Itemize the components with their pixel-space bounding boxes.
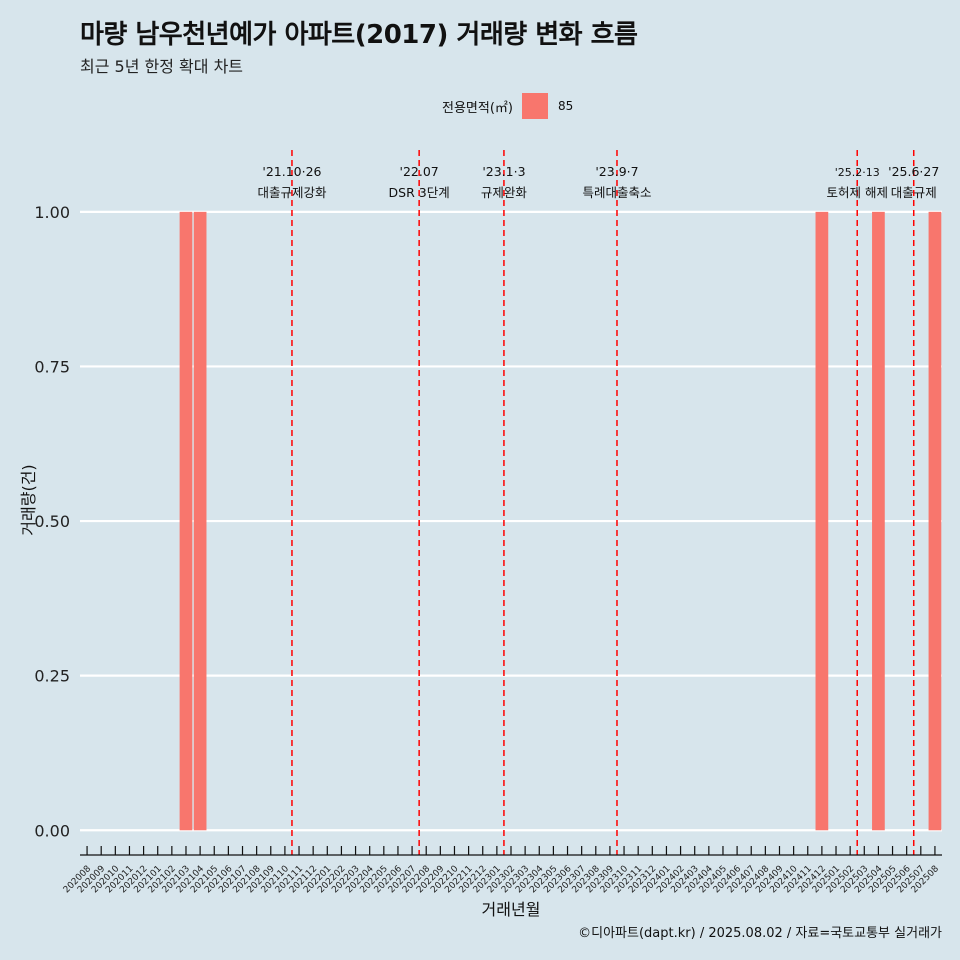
y-tick-label: 0.00 xyxy=(34,821,70,840)
event-name-label: 대출규제 xyxy=(891,185,937,200)
event-date-label: '23.9·7 xyxy=(595,164,638,179)
legend-label-85: 85 xyxy=(557,99,574,113)
bar xyxy=(193,211,207,831)
bar xyxy=(815,211,829,831)
bar xyxy=(928,211,942,831)
event-date-label: '23.1·3 xyxy=(482,164,525,179)
chart-title: 마량 남우천년예가 아파트(2017) 거래량 변화 흐름 xyxy=(80,20,638,50)
event-name-label: 규제완화 xyxy=(481,185,528,200)
y-tick-label: 0.50 xyxy=(34,512,70,531)
event-date-label: '25.6·27 xyxy=(888,164,939,179)
legend-swatch-85 xyxy=(521,93,548,119)
legend: 전용면적(㎡) 85 xyxy=(442,93,573,119)
y-tick-label: 0.75 xyxy=(34,357,70,376)
y-tick-label: 0.25 xyxy=(34,667,70,686)
y-tick-label: 1.00 xyxy=(34,203,70,222)
source-caption: ©디아파트(dapt.kr) / 2025.08.02 / 자료=국토교통부 실… xyxy=(578,926,942,941)
y-axis-title: 거래량(건) xyxy=(19,464,38,535)
event-name-label: 특례대출축소 xyxy=(582,185,651,200)
event-date-label: '25.2·13 xyxy=(835,166,880,179)
chart-subtitle: 최근 5년 한정 확대 차트 xyxy=(80,57,244,76)
event-date-label: '21.10·26 xyxy=(262,164,321,179)
x-axis-title: 거래년월 xyxy=(482,900,541,919)
event-date-label: '22.07 xyxy=(400,164,439,179)
legend-title: 전용면적(㎡) xyxy=(442,100,513,116)
bar xyxy=(872,211,885,831)
event-name-label: 토허제 해제 xyxy=(826,185,887,200)
bar xyxy=(179,211,193,831)
event-name-label: DSR 3단계 xyxy=(389,185,450,200)
event-name-label: 대출규제강화 xyxy=(257,185,327,200)
